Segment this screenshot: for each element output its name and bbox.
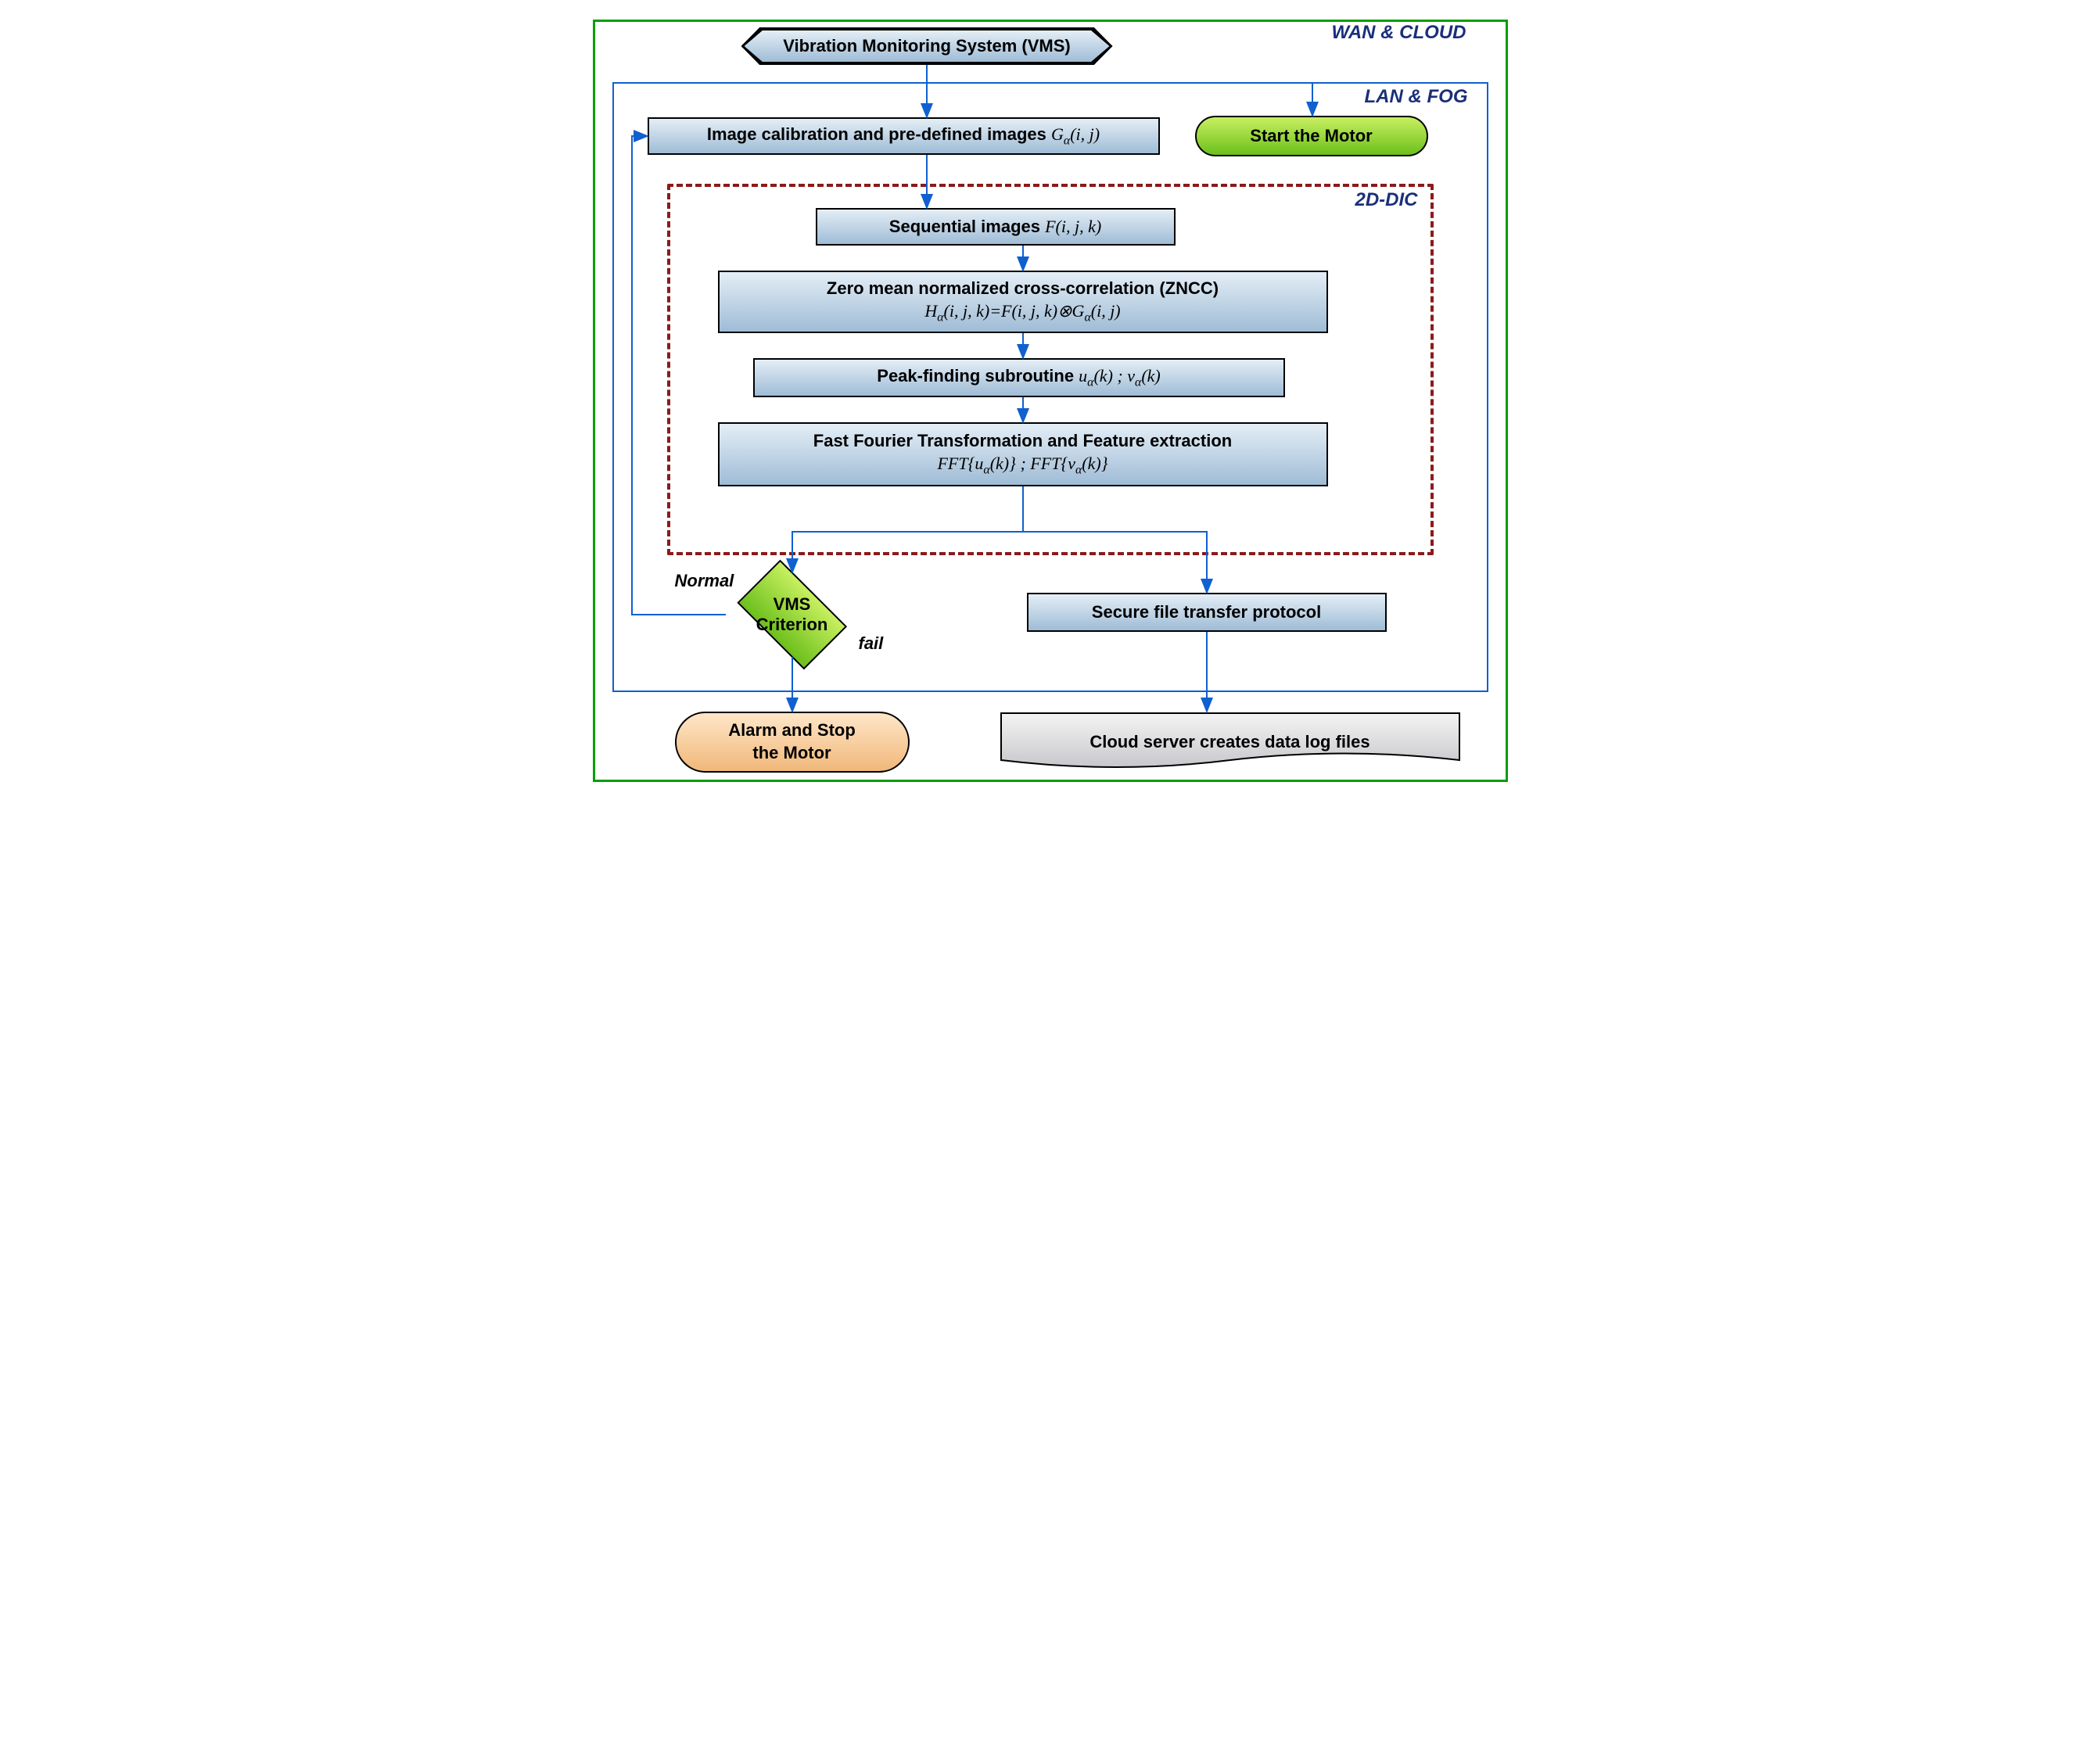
calib-G: G [1051, 124, 1064, 144]
fft-l1: FFT [937, 454, 967, 473]
peak-u: u [1079, 366, 1087, 386]
node-cloud-log: Cloud server creates data log files [1000, 712, 1461, 773]
node-start-motor: Start the Motor [1195, 116, 1428, 156]
node-peak-finding: Peak-finding subroutine uα(k) ; vα(k) [753, 358, 1285, 397]
node-calib-content: Image calibration and pre-defined images… [707, 124, 1100, 149]
crit-l2: Criterion [756, 615, 828, 634]
zncc-title: Zero mean normalized cross-correlation (… [827, 278, 1219, 300]
fft-formula: FFT{uα(k)} ; FFT{vα(k)} [937, 453, 1107, 479]
peak-text: Peak-finding subroutine [877, 366, 1079, 386]
flowchart-canvas: WAN & CLOUD LAN & FOG 2D-DIC Normal fail… [589, 16, 1512, 786]
cloud-text-wrap: Cloud server creates data log files [1000, 712, 1461, 773]
node-fft: Fast Fourier Transformation and Feature … [718, 422, 1328, 486]
seq-args: (i, j, k) [1056, 217, 1102, 236]
zncc-mid: (i, j, k)=F(i, j, k)⊗G [944, 301, 1085, 321]
cloud-text: Cloud server creates data log files [1089, 732, 1369, 752]
fft-title: Fast Fourier Transformation and Feature … [813, 430, 1232, 453]
fft-sep: ; [1016, 454, 1030, 473]
node-zncc: Zero mean normalized cross-correlation (… [718, 271, 1328, 333]
node-sequential-images: Sequential images F(i, j, k) [816, 208, 1176, 246]
label-fail: fail [859, 633, 884, 654]
label-wan: WAN & CLOUD [1332, 22, 1466, 44]
crit-l1: VMS [774, 594, 811, 614]
diamond-text: VMS Criterion [699, 594, 885, 635]
node-sftp: Secure file transfer protocol [1027, 593, 1387, 632]
node-vms-criterion: VMS Criterion [726, 572, 859, 657]
peak-k2: (k) [1141, 366, 1160, 386]
node-vms: Vibration Monitoring System (VMS) [741, 27, 1113, 65]
peak-sep: ; [1113, 366, 1127, 386]
calib-text: Image calibration and pre-defined images [707, 124, 1051, 144]
zncc-formula: Hα(i, j, k)=F(i, j, k)⊗Gα(i, j) [924, 300, 1120, 326]
start-motor-text: Start the Motor [1250, 125, 1372, 148]
fft-k2: (k) [1082, 454, 1100, 473]
alarm-l1: Alarm and Stop [728, 719, 856, 742]
zncc-H: H [924, 301, 937, 321]
fft-u: u [975, 454, 983, 473]
fft-l2: FFT [1030, 454, 1061, 473]
node-calibration: Image calibration and pre-defined images… [648, 117, 1160, 155]
peak-k1: (k) [1093, 366, 1112, 386]
seq-F: F [1045, 217, 1055, 236]
peak-content: Peak-finding subroutine uα(k) ; vα(k) [877, 365, 1160, 391]
seq-content: Sequential images F(i, j, k) [889, 216, 1101, 239]
node-vms-text: Vibration Monitoring System (VMS) [783, 35, 1071, 58]
seq-text: Sequential images [889, 217, 1045, 236]
node-alarm-stop: Alarm and Stop the Motor [675, 712, 910, 773]
sftp-text: Secure file transfer protocol [1092, 601, 1321, 624]
label-lan: LAN & FOG [1365, 86, 1468, 108]
peak-v: v [1127, 366, 1135, 386]
fft-k1: (k) [990, 454, 1009, 473]
calib-args: (i, j) [1070, 124, 1100, 144]
alarm-l2: the Motor [752, 742, 831, 765]
zncc-tail: (i, j) [1091, 301, 1121, 321]
label-dic: 2D-DIC [1355, 189, 1418, 211]
fft-v: v [1068, 454, 1075, 473]
